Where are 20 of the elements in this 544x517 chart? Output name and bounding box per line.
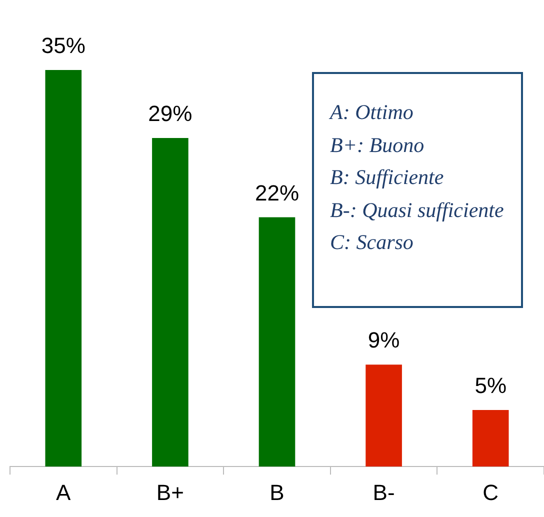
annotation: C: Scarso xyxy=(330,229,414,256)
x-tick-label: C xyxy=(482,480,499,505)
x-tick-label: B+ xyxy=(156,480,184,505)
data-label: 35% xyxy=(41,33,86,58)
data-label: 5% xyxy=(474,373,506,398)
bar xyxy=(472,410,509,467)
bar xyxy=(152,138,188,467)
annotation: A: Ottimo xyxy=(330,99,414,126)
x-tick-label: B- xyxy=(372,480,395,505)
bar xyxy=(366,364,402,467)
annotation: B: Sufficiente xyxy=(330,164,445,191)
bar xyxy=(45,70,82,467)
data-label: 9% xyxy=(368,328,400,353)
annotation: B-: Quasi sufficiente xyxy=(330,196,505,224)
data-label: 22% xyxy=(254,180,300,206)
annotation: B+: Buono xyxy=(330,132,426,158)
x-tick-label: B xyxy=(270,480,284,505)
bar xyxy=(258,217,296,467)
data-label: 29% xyxy=(148,101,192,126)
x-tick-label: A xyxy=(56,480,72,505)
